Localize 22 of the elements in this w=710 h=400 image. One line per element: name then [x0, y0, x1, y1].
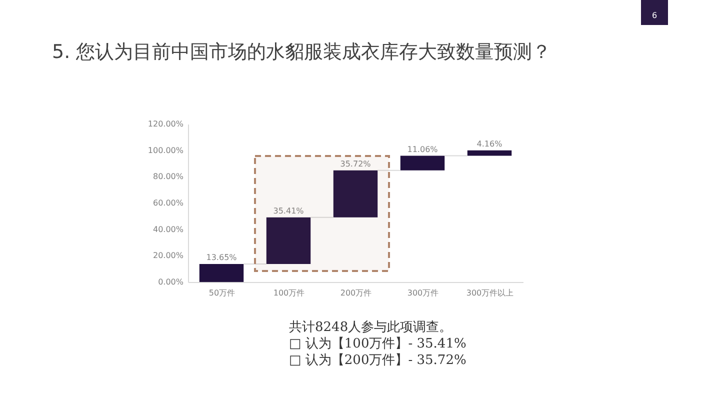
- data-label: 13.65%: [206, 253, 238, 262]
- y-tick-label: 40.00%: [152, 224, 184, 234]
- text: 6: [652, 11, 658, 20]
- y-tick-label: 60.00%: [152, 198, 184, 208]
- y-tick-label: 20.00%: [152, 251, 184, 260]
- x-tick-label: 50万件: [208, 288, 236, 298]
- data-label: 35.41%: [273, 206, 304, 216]
- data-label: 4.16%: [476, 139, 503, 148]
- y-tick-label: 80.00%: [152, 172, 184, 182]
- x-tick-label: 300万件以上: [466, 288, 514, 298]
- text: □ 认为【200万件】- 35.72%: [289, 353, 466, 368]
- y-tick-label: 100.00%: [148, 146, 184, 155]
- x-tick-label: 200万件: [340, 288, 372, 298]
- text: □ 认为【100万件】- 35.41%: [289, 336, 466, 352]
- data-label: 11.06%: [407, 144, 438, 154]
- x-tick-label: 100万件: [273, 288, 305, 298]
- y-tick-label: 120.00%: [148, 120, 184, 128]
- text: 共计8248人参与此项调查。: [289, 320, 452, 335]
- data-label: 35.72%: [340, 159, 372, 168]
- y-tick-label: 0.00%: [158, 278, 184, 286]
- x-tick-label: 300万件: [407, 288, 439, 298]
- chart-title: 5. 您认为目前中国市场的水貂服装成衣库存大致数量预测？: [52, 41, 552, 63]
